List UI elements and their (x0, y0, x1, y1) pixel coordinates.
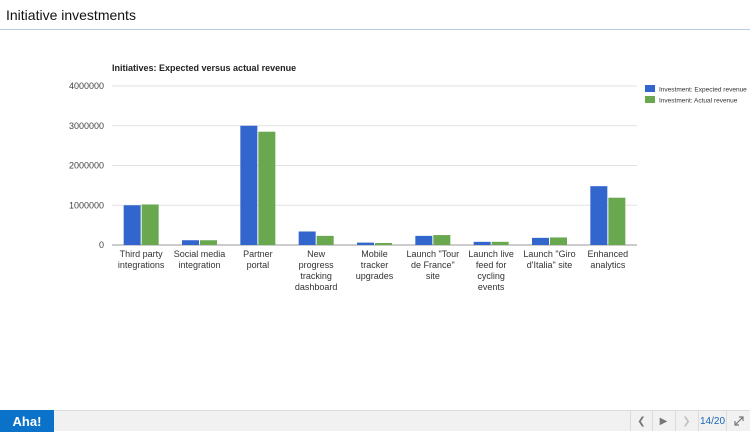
bar-expected (240, 125, 258, 245)
bar-expected (123, 205, 141, 245)
expand-icon[interactable] (726, 411, 750, 431)
bar-actual (608, 197, 626, 245)
y-tick-label: 1000000 (69, 200, 104, 210)
bar-expected (532, 237, 549, 245)
x-tick-label: Third party integrations (118, 249, 165, 270)
y-tick-label: 0 (99, 240, 104, 250)
chevron-left-icon[interactable]: ❮ (630, 411, 652, 431)
chart: Initiatives: Expected versus actual reve… (69, 63, 747, 292)
header-bar: Initiative investments (0, 0, 750, 30)
bar-expected (473, 241, 491, 245)
bar-actual (433, 235, 451, 245)
chevron-right-icon[interactable]: ❯ (675, 411, 697, 431)
x-tick-label: New progress tracking dashboard (295, 249, 338, 292)
page-counter: 14/20 (698, 411, 726, 431)
bar-actual (200, 240, 217, 245)
bar-expected (590, 186, 608, 245)
aha-logo[interactable]: Aha! (0, 410, 54, 432)
x-tick-label: Mobile tracker upgrades (356, 249, 394, 281)
x-tick-label: Social media integration (174, 249, 226, 270)
footer-bar: Aha! ❮ ▶ ❯ 14/20 (0, 410, 750, 432)
x-tick-label: Launch "Tour de France" site (406, 249, 459, 281)
legend-swatch (645, 96, 655, 103)
bar-actual (258, 131, 276, 245)
page-title: Initiative investments (6, 7, 136, 23)
bar-actual (375, 243, 392, 245)
play-icon[interactable]: ▶ (652, 411, 674, 431)
bar-expected (182, 240, 199, 245)
x-tick-label: Launch "Giro d'Italia" site (523, 249, 575, 270)
y-tick-label: 2000000 (69, 161, 104, 171)
legend-label: Investment: Expected revenue (659, 87, 747, 94)
bar-actual (550, 237, 567, 245)
bar-actual (316, 235, 334, 245)
legend-swatch (645, 85, 655, 92)
y-tick-label: 4000000 (69, 81, 104, 91)
chart-title: Initiatives: Expected versus actual reve… (112, 63, 296, 73)
x-tick-label: Partner portal (243, 249, 273, 270)
bar-expected (298, 231, 316, 245)
legend-label: Investment: Actual revenue (659, 98, 738, 105)
bar-actual (491, 241, 509, 245)
x-tick-label: Launch live feed for cycling events (468, 249, 514, 292)
bar-actual (141, 204, 159, 245)
bar-expected (415, 235, 433, 245)
y-tick-label: 3000000 (69, 121, 104, 131)
x-tick-label: Enhanced analytics (588, 249, 629, 270)
bar-expected (357, 242, 374, 245)
